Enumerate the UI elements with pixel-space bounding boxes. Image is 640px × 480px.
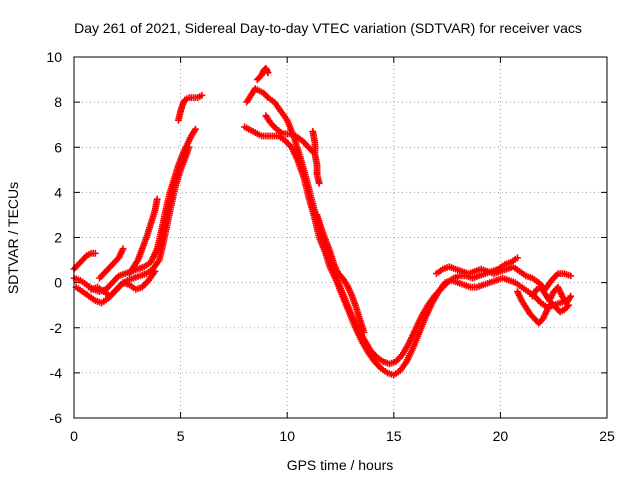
data-point: [119, 245, 127, 253]
data-point: [185, 143, 193, 151]
y-tick-label: 10: [46, 49, 62, 65]
y-tick-label: -6: [50, 410, 63, 426]
chart-title: Day 261 of 2021, Sidereal Day-to-day VTE…: [74, 20, 582, 36]
plot-frame: [73, 56, 608, 419]
x-tick-label: 20: [493, 428, 509, 444]
y-tick-label: -2: [50, 320, 63, 336]
y-axis-label: SDTVAR / TECUs: [5, 182, 21, 294]
data-point: [153, 195, 161, 203]
y-tick-label: 4: [54, 184, 62, 200]
data-points: [70, 64, 575, 379]
y-tick-label: 2: [54, 230, 62, 246]
data-point: [567, 292, 575, 300]
x-axis-label: GPS time / hours: [287, 457, 394, 473]
x-tick-label: 25: [599, 428, 615, 444]
data-point: [567, 272, 575, 280]
data-point: [360, 328, 368, 336]
data-point: [315, 179, 323, 187]
y-tick-label: 6: [54, 139, 62, 155]
data-point: [91, 249, 99, 257]
x-tick-label: 5: [177, 428, 185, 444]
grid: [74, 57, 607, 418]
data-point: [264, 69, 272, 77]
y-tick-label: -4: [50, 365, 63, 381]
y-tick-label: 0: [54, 275, 62, 291]
data-point: [198, 91, 206, 99]
data-point: [151, 267, 159, 275]
x-tick-label: 10: [279, 428, 295, 444]
data-point: [192, 125, 199, 133]
data-point: [514, 254, 521, 262]
y-tick-label: 8: [54, 94, 62, 110]
axes: 0 5 10 15 20 25 -6 -4 -2 0 2 4 6 8 10: [46, 49, 615, 444]
x-tick-label: 0: [70, 428, 78, 444]
x-tick-label: 15: [386, 428, 402, 444]
